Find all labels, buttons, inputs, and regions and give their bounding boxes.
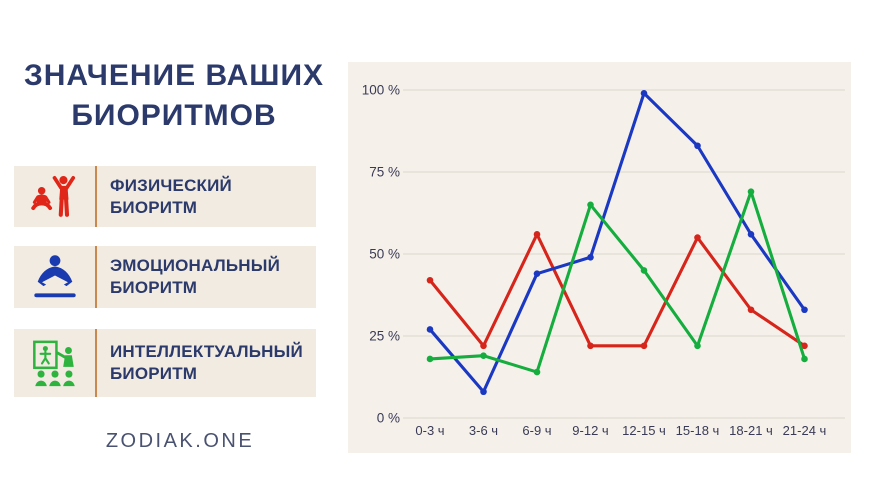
data-point (587, 253, 594, 261)
site-name: ZODIAK.ONE (105, 430, 255, 452)
legend-item-physical: ФИЗИЧЕСКИЙ БИОРИТМ (14, 166, 316, 227)
exercising-people-glyph (30, 175, 75, 217)
data-point (747, 231, 755, 238)
left-panel: ЗНАЧЕНИЕ ВАШИХ БИОРИТМОВ ФИЗИЧЕСКИЙ БИОР… (0, 0, 348, 490)
data-point (640, 89, 648, 97)
legend-item-emotional: ЭМОЦИОНАЛЬНЫЙ БИОРИТМ (14, 246, 316, 308)
legend-label-line2: БИОРИТМ (110, 278, 198, 297)
x-axis-tick-label: 18-21 ч (729, 423, 773, 438)
y-axis-tick-label: 75 % (369, 165, 400, 180)
person-reading-icon (14, 246, 95, 308)
data-point (533, 368, 541, 376)
legend-item-intellectual: ИНТЕЛЛЕКТУАЛЬНЫЙ БИОРИТМ (14, 329, 316, 397)
data-point (426, 355, 434, 363)
legend-item-emotional-label: ЭМОЦИОНАЛЬНЫЙ БИОРИТМ (97, 255, 280, 299)
legend-label-line2: БИОРИТМ (110, 197, 198, 217)
chart-panel: 0 % 25 % 50 % 75 % 100 % 0-3 ч 3-6 ч 6-9 ч 9-12 … (348, 62, 851, 453)
legend-divider (95, 246, 97, 308)
exercising-people-icon (14, 166, 95, 227)
data-point (801, 342, 808, 350)
presentation-audience-glyph (32, 340, 75, 387)
legend-label-line1: ФИЗИЧЕСКИЙ (110, 175, 232, 195)
legend-label-line1: ИНТЕЛЛЕКТУАЛЬНЫЙ (110, 342, 303, 361)
y-axis-tick-label: 100 % (362, 83, 400, 98)
y-axis-tick-label: 50 % (369, 247, 400, 262)
data-point (533, 270, 541, 277)
x-axis-tick-label: 3-6 ч (469, 423, 498, 438)
data-point (480, 352, 487, 359)
data-point (801, 306, 808, 314)
data-point (587, 201, 594, 209)
data-point (640, 342, 648, 350)
biorhythm-line-chart: 0 % 25 % 50 % 75 % 100 % 0-3 ч 3-6 ч 6-9 ч 9-12 … (362, 83, 845, 438)
x-axis-tick-label: 21-24 ч (783, 423, 827, 438)
legend-item-physical-label: ФИЗИЧЕСКИЙ БИОРИТМ (97, 175, 232, 219)
presentation-audience-icon (14, 329, 95, 397)
data-point (747, 306, 755, 314)
x-axis-tick-label: 12-15 ч (622, 423, 666, 438)
person-reading-glyph (33, 255, 76, 298)
y-axis-tick-label: 0 % (377, 411, 400, 426)
data-point (694, 142, 701, 150)
x-axis-tick-label: 0-3 ч (415, 423, 444, 438)
series-line (428, 190, 807, 374)
page-title: ЗНАЧЕНИЕ ВАШИХ БИОРИТМОВ (0, 56, 348, 136)
data-point (587, 342, 594, 350)
data-point (480, 388, 487, 396)
data-point (426, 326, 434, 333)
data-point (747, 188, 755, 195)
legend-divider (95, 329, 97, 397)
legend-label-line2: БИОРИТМ (110, 364, 198, 383)
legend-label-line1: ЭМОЦИОНАЛЬНЫЙ (110, 256, 280, 275)
data-point (694, 342, 701, 350)
data-point (533, 231, 541, 238)
data-point (694, 234, 701, 241)
legend-item-intellectual-label: ИНТЕЛЛЕКТУАЛЬНЫЙ БИОРИТМ (97, 341, 303, 385)
series-line (428, 232, 807, 348)
x-axis-tick-label: 15-18 ч (676, 423, 720, 438)
page-title-line1: ЗНАЧЕНИЕ ВАШИХ (23, 59, 325, 92)
y-axis-tick-label: 25 % (369, 329, 400, 344)
x-axis-tick-label: 9-12 ч (572, 423, 608, 438)
data-point (801, 355, 808, 363)
data-point (640, 267, 648, 274)
page-title-line2: БИОРИТМОВ (71, 99, 277, 132)
x-axis-tick-label: 6-9 ч (522, 423, 551, 438)
legend-divider (95, 166, 97, 227)
data-point (480, 342, 487, 350)
data-point (426, 276, 434, 284)
